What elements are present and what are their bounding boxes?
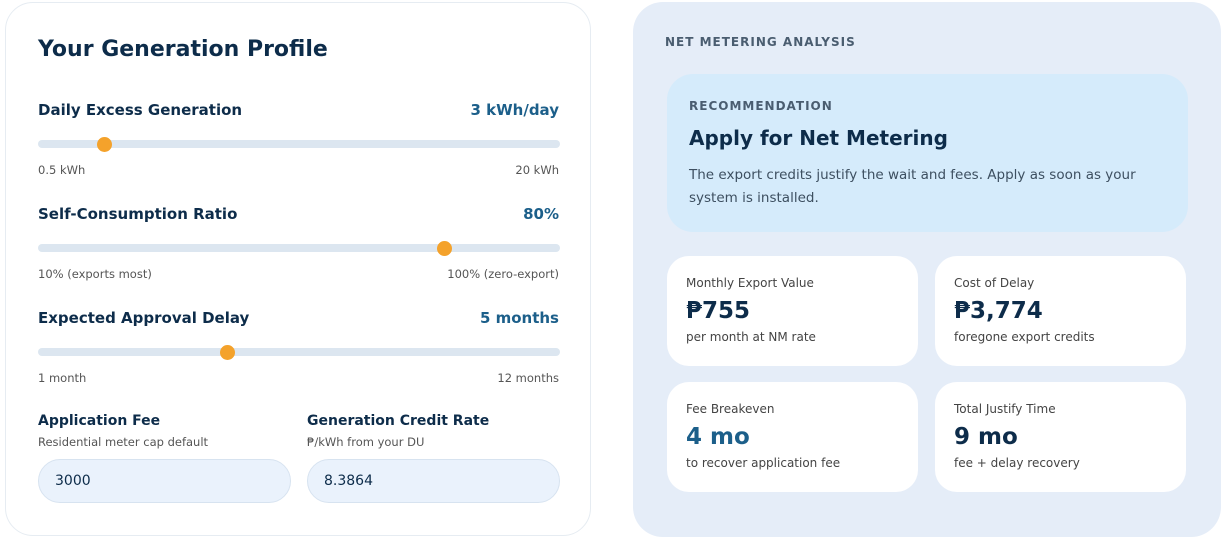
metric-note: to recover application fee	[686, 456, 841, 470]
slider-max: 20 kWh	[515, 163, 559, 177]
title: Your Generation Profile	[38, 37, 328, 62]
slider-thumb[interactable]	[436, 240, 452, 256]
input-field[interactable]: 3000	[38, 459, 291, 503]
input-field[interactable]: 8.3864	[307, 459, 560, 503]
metric-card: Monthly Export Value ₱755 per month at NM …	[667, 256, 918, 366]
metric-note: per month at NM rate	[686, 330, 816, 344]
input-hint: ₱/kWh from your DU	[307, 435, 425, 449]
panel-title: NET METERING ANALYSIS	[665, 35, 856, 49]
metric-value: 9 mo	[954, 424, 1018, 450]
metric-card: Fee Breakeven 4 mo to recover application …	[667, 382, 918, 492]
profile-card: Your Generation Profile Daily Excess Gen…	[5, 2, 591, 536]
slider-min: 1 month	[38, 371, 87, 385]
slider-max: 100% (zero-export)	[447, 267, 559, 281]
slider-label: Self-Consumption Ratio	[38, 205, 238, 223]
metric-label: Cost of Delay	[954, 276, 1035, 290]
metric-card: Cost of Delay ₱3,774 foregone export credi…	[935, 256, 1186, 366]
metric-label: Total Justify Time	[954, 402, 1056, 416]
slider-track[interactable]	[38, 240, 560, 256]
metric-value: ₱755	[686, 298, 751, 324]
slider-track[interactable]	[38, 344, 560, 360]
input-label: Generation Credit Rate	[307, 413, 490, 429]
slider-min: 10% (exports most)	[38, 267, 152, 281]
metric-value: ₱3,774	[954, 298, 1043, 324]
recommendation: RECOMMENDATION Apply for Net Metering Th…	[667, 74, 1188, 232]
slider-value: 5 months	[479, 309, 559, 327]
metric-value: 4 mo	[686, 424, 750, 450]
slider-value: 3 kWh/day	[470, 101, 559, 119]
slider-thumb[interactable]	[220, 344, 236, 360]
slider-value: 80%	[523, 205, 559, 223]
slider-track[interactable]	[38, 136, 560, 152]
slider-label: Daily Excess Generation	[38, 101, 243, 119]
heading: Apply for Net Metering	[689, 126, 948, 150]
metric-label: Monthly Export Value	[686, 276, 814, 290]
metric-note: fee + delay recovery	[954, 456, 1080, 470]
input-hint: Residential meter cap default	[38, 435, 209, 449]
slider-min: 0.5 kWh	[38, 163, 86, 177]
slider-max: 12 months	[497, 371, 559, 385]
analysis-panel: NET METERING ANALYSIS RECOMMENDATION App…	[633, 2, 1221, 537]
slider-thumb[interactable]	[97, 136, 113, 152]
text: The export credits justify the wait and …	[689, 167, 1136, 206]
input-label: Application Fee	[38, 413, 161, 429]
slider-label: Expected Approval Delay	[38, 309, 250, 327]
metric-card: Total Justify Time 9 mo fee + delay recove…	[935, 382, 1186, 492]
eyebrow: RECOMMENDATION	[689, 99, 833, 113]
metric-label: Fee Breakeven	[686, 402, 775, 416]
metric-note: foregone export credits	[954, 330, 1095, 344]
